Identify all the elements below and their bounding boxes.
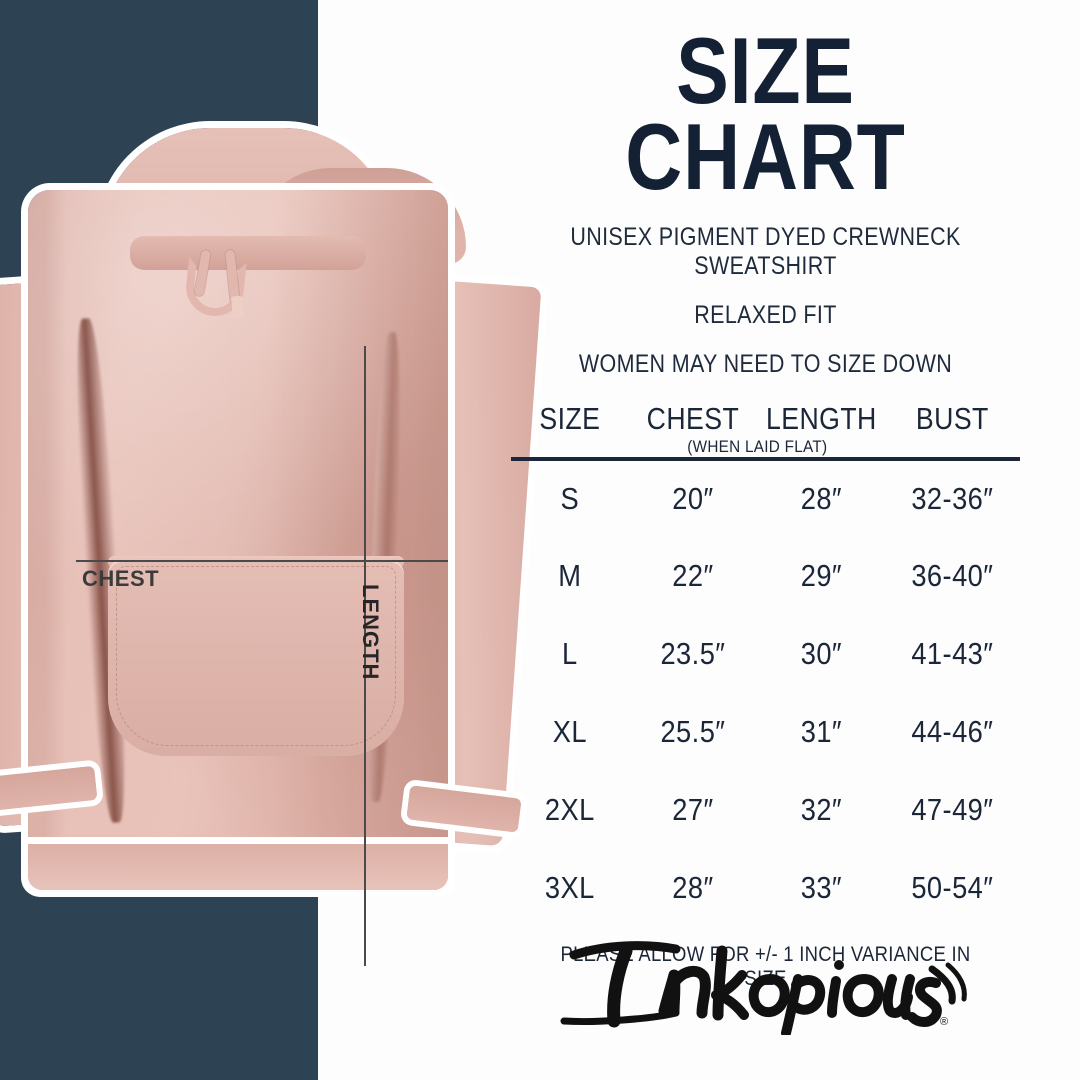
length-measurement-label: LENGTH bbox=[358, 584, 383, 681]
bottom-hem bbox=[28, 844, 448, 890]
brand-logo: ® bbox=[511, 930, 1020, 1040]
size-table-head: SIZE CHEST LENGTH BUST (WHEN LAID FLAT) bbox=[511, 401, 1020, 461]
cell-size: M bbox=[558, 557, 582, 593]
cell-chest: 27″ bbox=[671, 791, 714, 827]
table-row: 2XL 27″ 32″ 47-49″ bbox=[511, 771, 1020, 849]
size-table-header-row: SIZE CHEST LENGTH BUST bbox=[511, 401, 1020, 437]
size-table-note-row: (WHEN LAID FLAT) bbox=[511, 437, 1020, 457]
cell-chest: 22″ bbox=[671, 557, 714, 593]
product-photo-sweatshirt: CHEST LENGTH bbox=[0, 128, 542, 966]
cell-chest: 20″ bbox=[671, 480, 714, 516]
subtitle-sizing-advice: WOMEN MAY NEED TO SIZE DOWN bbox=[578, 349, 953, 378]
note-spacer-size bbox=[511, 437, 629, 457]
neckline-band bbox=[130, 236, 366, 270]
cell-bust: 44-46″ bbox=[911, 713, 994, 749]
cell-bust: 50-54″ bbox=[911, 869, 994, 905]
note-spacer-bust bbox=[885, 437, 1020, 457]
cell-bust: 32-36″ bbox=[911, 480, 994, 516]
page-title: SIZE CHART bbox=[625, 18, 906, 210]
table-row: M 22″ 29″ 36-40″ bbox=[511, 537, 1020, 615]
cell-length: 31″ bbox=[800, 713, 842, 749]
cell-length: 32″ bbox=[800, 791, 842, 827]
cell-chest: 25.5″ bbox=[660, 713, 726, 749]
cell-length: 33″ bbox=[800, 869, 842, 905]
cell-bust: 36-40″ bbox=[911, 557, 994, 593]
registered-trademark-symbol: ® bbox=[940, 1016, 948, 1028]
cell-length: 30″ bbox=[800, 635, 842, 671]
cell-chest: 28″ bbox=[671, 869, 714, 905]
cell-chest: 23.5″ bbox=[660, 635, 726, 671]
cell-bust: 41-43″ bbox=[911, 635, 994, 671]
table-row: 3XL 28″ 33″ 50-54″ bbox=[511, 849, 1020, 927]
column-header-length: LENGTH bbox=[765, 400, 877, 436]
cell-size: XL bbox=[552, 713, 587, 749]
chest-measurement-label: CHEST bbox=[82, 566, 160, 591]
cell-size: L bbox=[562, 635, 578, 671]
column-header-size: SIZE bbox=[539, 400, 601, 436]
cell-bust: 47-49″ bbox=[911, 791, 994, 827]
size-table-body: S 20″ 28″ 32-36″ M 22″ 29″ 36-40″ L 23.5… bbox=[511, 459, 1020, 927]
pocket-stitching bbox=[116, 566, 396, 746]
column-header-chest: CHEST bbox=[646, 400, 739, 436]
cell-size: 3XL bbox=[544, 869, 595, 905]
cell-size: 2XL bbox=[544, 791, 595, 827]
kangaroo-pocket bbox=[108, 560, 404, 756]
inkopious-script-logo: ® bbox=[560, 941, 967, 1035]
drawstring-aglet bbox=[230, 295, 245, 319]
cell-length: 29″ bbox=[800, 557, 842, 593]
subtitle-fit: RELAXED FIT bbox=[694, 300, 837, 329]
table-row: L 23.5″ 30″ 41-43″ bbox=[511, 615, 1020, 693]
table-row: S 20″ 28″ 32-36″ bbox=[511, 459, 1020, 537]
table-row: XL 25.5″ 31″ 44-46″ bbox=[511, 693, 1020, 771]
subtitle-product: UNISEX PIGMENT DYED CREWNECK SWEATSHIRT bbox=[570, 222, 961, 280]
length-measurement-line bbox=[364, 346, 366, 966]
column-note-when-laid-flat: (WHEN LAID FLAT) bbox=[686, 436, 828, 456]
chart-column: SIZE CHART UNISEX PIGMENT DYED CREWNECK … bbox=[511, 0, 1020, 1080]
cell-length: 28″ bbox=[800, 480, 842, 516]
cell-size: S bbox=[560, 480, 580, 516]
chest-measurement-line bbox=[76, 560, 448, 562]
column-header-bust: BUST bbox=[916, 400, 990, 436]
size-table: SIZE CHEST LENGTH BUST (WHEN LAID FLAT) … bbox=[511, 401, 1020, 927]
